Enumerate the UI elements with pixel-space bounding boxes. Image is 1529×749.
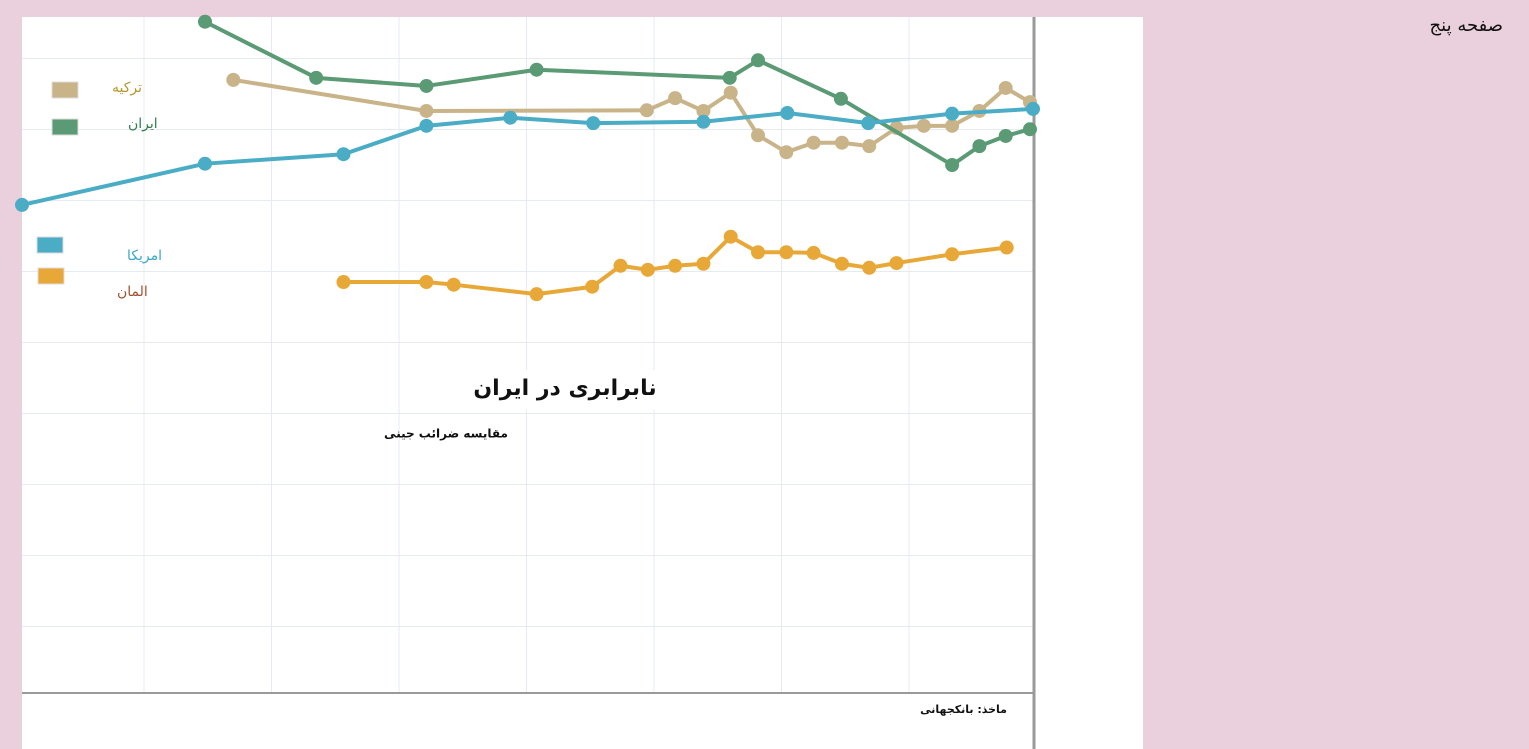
data-point	[862, 260, 877, 275]
data-point	[668, 91, 683, 106]
data-point	[916, 118, 931, 133]
data-point	[780, 105, 795, 120]
data-point	[751, 128, 766, 143]
data-point	[336, 147, 351, 162]
data-point	[640, 262, 655, 277]
data-point	[503, 110, 518, 125]
data-point	[723, 85, 738, 100]
data-point	[945, 118, 960, 133]
legend-swatch	[37, 267, 65, 285]
data-point	[779, 145, 794, 160]
data-point	[945, 158, 960, 173]
data-point	[862, 139, 877, 154]
data-point	[723, 229, 738, 244]
data-point	[834, 135, 849, 150]
data-point	[889, 256, 904, 271]
legend-swatch	[51, 81, 79, 99]
data-point	[586, 116, 601, 131]
data-point	[336, 274, 351, 289]
data-point	[945, 106, 960, 121]
data-point	[806, 135, 821, 150]
data-point	[696, 114, 711, 129]
data-point	[696, 256, 711, 271]
data-point	[446, 277, 461, 292]
data-point	[613, 258, 628, 273]
data-point	[722, 70, 737, 85]
data-point	[197, 156, 212, 171]
data-point	[806, 245, 821, 260]
data-point	[696, 103, 711, 118]
data-point	[861, 116, 876, 131]
source-note: ماخذ: بانکجهانی	[920, 703, 1007, 716]
legend-label: المان	[117, 284, 148, 300]
data-point	[779, 245, 794, 260]
data-point	[419, 118, 434, 133]
chart-title: نابرابری در ایران	[473, 376, 656, 401]
data-point	[419, 78, 434, 93]
data-point	[639, 103, 654, 118]
data-point	[529, 287, 544, 302]
legend-label: ترکیه	[112, 80, 142, 96]
data-point	[197, 14, 212, 29]
data-point	[972, 139, 987, 154]
data-point	[668, 258, 683, 273]
data-point	[15, 197, 29, 212]
data-point	[1026, 101, 1040, 116]
legend-label: ایران	[128, 116, 158, 132]
chart-subtitle: مقایسه ضرائب جینی	[384, 427, 508, 441]
data-point	[309, 70, 324, 85]
data-point	[998, 80, 1013, 95]
title-bg	[430, 370, 700, 410]
data-point	[998, 128, 1013, 143]
data-point	[945, 247, 960, 262]
legend-label: امریکا	[127, 248, 162, 264]
data-point	[751, 53, 766, 68]
legend-swatch	[36, 236, 64, 254]
page-label: صفحه پنج	[1430, 15, 1503, 36]
series-line	[21, 106, 1034, 207]
grid	[22, 17, 1033, 693]
data-point	[999, 240, 1014, 255]
data-point	[751, 245, 766, 260]
data-point	[585, 279, 600, 294]
data-point	[529, 62, 544, 77]
data-point	[419, 103, 434, 118]
data-point	[226, 72, 241, 87]
data-point	[833, 91, 848, 106]
data-point	[834, 256, 849, 271]
data-point	[419, 274, 434, 289]
data-point	[1022, 122, 1037, 137]
legend-swatch	[51, 118, 79, 136]
